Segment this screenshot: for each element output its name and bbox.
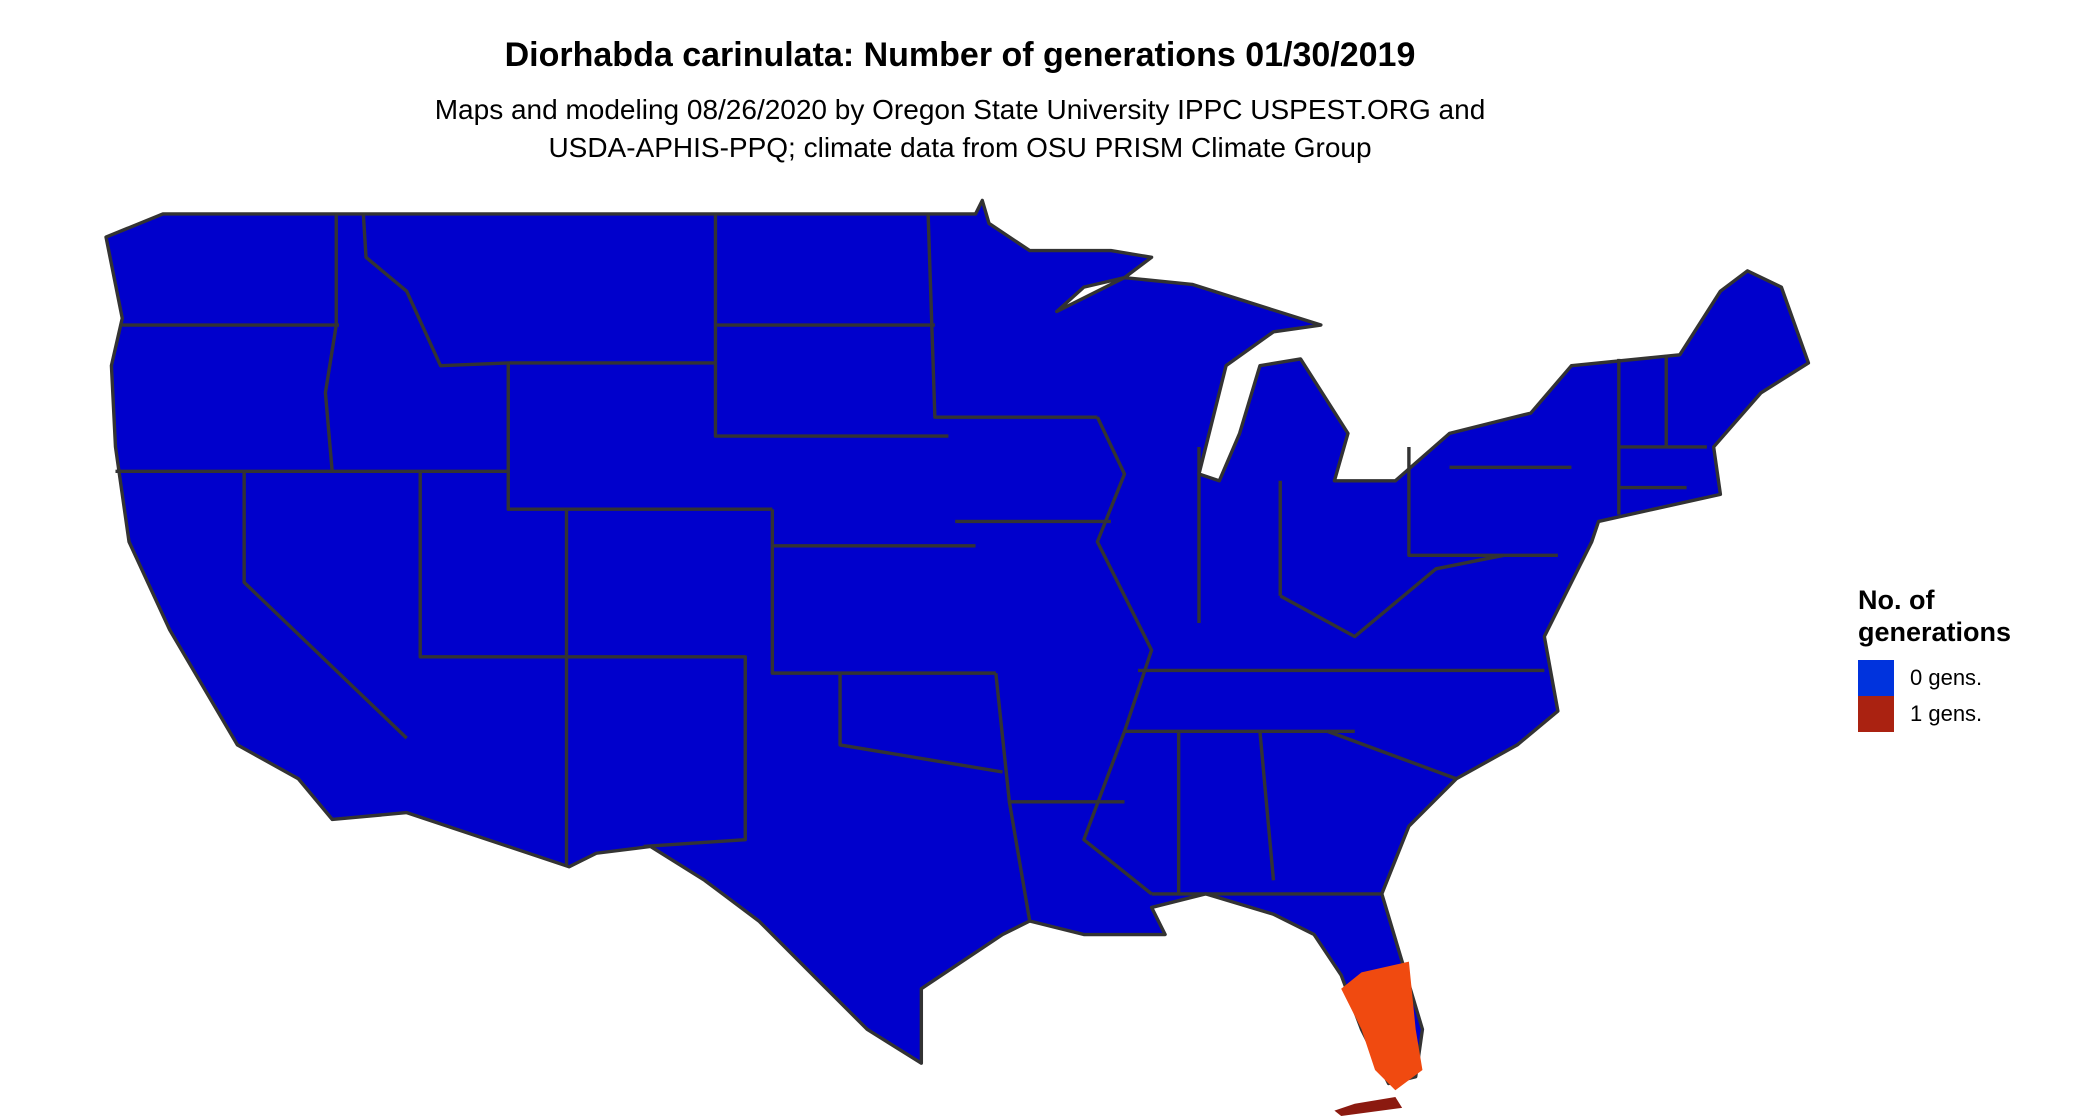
legend-swatch-red: [1858, 696, 1894, 732]
legend-item-1-gens: 1 gens.: [1858, 696, 2058, 732]
florida-keys-region: [1334, 1097, 1403, 1116]
florida-1-gen-region: [1341, 961, 1423, 1091]
map-title: Diorhabda carinulata: Number of generati…: [504, 36, 1416, 74]
legend-title-line-2: generations: [1858, 617, 2012, 647]
legend-label: 0 gens.: [1910, 665, 1983, 690]
map-subtitle-line-2: USDA-APHIS-PPQ; climate data from OSU PR…: [548, 132, 1372, 163]
legend-item-0-gens: 0 gens.: [1858, 660, 2058, 696]
legend: No. of generations 0 gens. 1 gens.: [1858, 584, 2058, 732]
legend-title: No. of generations: [1858, 584, 2058, 648]
legend-label: 1 gens.: [1910, 701, 1983, 726]
legend-swatch-blue: [1858, 660, 1894, 696]
map-subtitle-line-1: Maps and modeling 08/26/2020 by Oregon S…: [434, 94, 1486, 125]
state-borders: [115, 213, 1707, 922]
legend-title-line-1: No. of: [1858, 585, 1935, 615]
us-outline: [104, 198, 1811, 1086]
